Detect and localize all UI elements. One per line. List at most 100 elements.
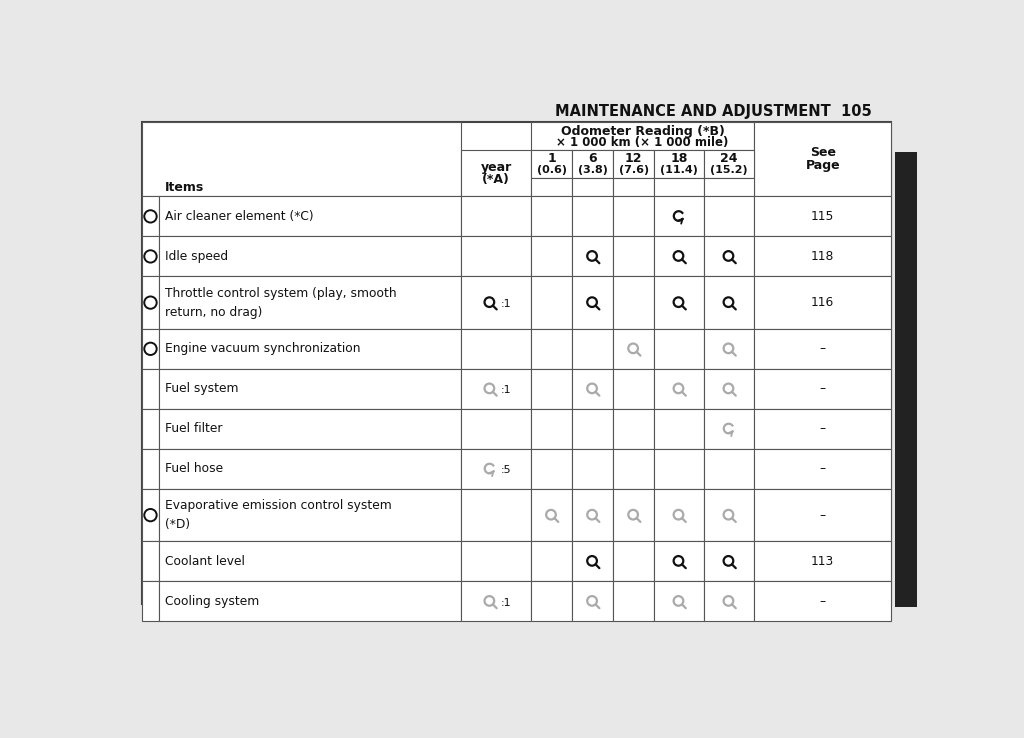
Bar — [654, 369, 703, 409]
Bar — [572, 409, 613, 449]
Bar — [654, 541, 703, 582]
Bar — [572, 582, 613, 621]
Bar — [613, 277, 654, 329]
Text: 116: 116 — [811, 296, 835, 309]
Bar — [531, 196, 572, 236]
Text: Page: Page — [806, 159, 840, 172]
Bar — [531, 409, 572, 449]
Text: Throttle control system (play, smooth: Throttle control system (play, smooth — [165, 286, 397, 300]
Text: Fuel system: Fuel system — [165, 382, 239, 396]
Bar — [895, 153, 916, 607]
Bar — [613, 582, 654, 621]
Bar — [461, 329, 531, 369]
Bar — [142, 582, 159, 621]
Bar — [159, 329, 461, 369]
Text: return, no drag): return, no drag) — [165, 306, 262, 319]
Text: MAINTENANCE AND ADJUSTMENT  105: MAINTENANCE AND ADJUSTMENT 105 — [555, 104, 872, 119]
Bar — [613, 329, 654, 369]
Bar — [572, 369, 613, 409]
Text: Cooling system: Cooling system — [165, 595, 259, 608]
Bar — [654, 329, 703, 369]
Bar — [755, 236, 891, 277]
Text: (*A): (*A) — [482, 173, 510, 186]
Text: (3.8): (3.8) — [578, 165, 607, 175]
Text: :1: :1 — [501, 385, 511, 396]
Bar — [159, 449, 461, 489]
Bar — [703, 196, 755, 236]
Bar — [654, 236, 703, 277]
Bar — [572, 541, 613, 582]
Bar — [142, 409, 159, 449]
Bar — [572, 196, 613, 236]
Text: :1: :1 — [501, 299, 511, 309]
Bar — [531, 541, 572, 582]
Bar — [613, 541, 654, 582]
Bar — [461, 196, 531, 236]
Bar — [613, 178, 654, 196]
Bar — [755, 122, 891, 196]
Bar — [703, 449, 755, 489]
Bar — [142, 489, 159, 541]
Bar — [613, 236, 654, 277]
Bar — [703, 369, 755, 409]
Bar — [755, 369, 891, 409]
Bar — [755, 277, 891, 329]
Bar — [531, 329, 572, 369]
Text: Coolant level: Coolant level — [165, 555, 245, 568]
Bar — [531, 582, 572, 621]
Bar — [654, 489, 703, 541]
Bar — [755, 541, 891, 582]
Text: :1: :1 — [501, 598, 511, 608]
Bar — [703, 409, 755, 449]
Bar — [159, 541, 461, 582]
Bar — [703, 582, 755, 621]
Bar — [531, 489, 572, 541]
Text: 1: 1 — [547, 152, 556, 165]
Bar — [159, 409, 461, 449]
Bar — [755, 329, 891, 369]
Text: See: See — [810, 146, 836, 159]
Bar — [755, 489, 891, 541]
Bar — [703, 277, 755, 329]
Bar — [654, 409, 703, 449]
Text: 18: 18 — [671, 152, 688, 165]
Bar — [142, 541, 159, 582]
Text: year: year — [480, 162, 512, 174]
Text: 113: 113 — [811, 555, 835, 568]
Bar — [654, 150, 703, 178]
Bar — [461, 489, 531, 541]
Bar — [531, 236, 572, 277]
Bar — [654, 196, 703, 236]
Bar — [654, 277, 703, 329]
Text: 12: 12 — [625, 152, 642, 165]
Bar — [142, 122, 891, 604]
Text: (7.6): (7.6) — [618, 165, 649, 175]
Bar — [755, 409, 891, 449]
Bar — [461, 409, 531, 449]
Bar — [703, 150, 755, 178]
Bar — [531, 369, 572, 409]
Text: Engine vacuum synchronization: Engine vacuum synchronization — [165, 342, 360, 355]
Bar — [142, 329, 159, 369]
Bar — [755, 449, 891, 489]
Bar — [755, 196, 891, 236]
Text: –: – — [820, 463, 825, 475]
Bar — [654, 582, 703, 621]
Text: –: – — [820, 508, 825, 522]
Bar — [142, 196, 159, 236]
Text: Air cleaner element (*C): Air cleaner element (*C) — [165, 210, 313, 223]
Bar — [572, 449, 613, 489]
Text: Fuel filter: Fuel filter — [165, 422, 222, 435]
Bar — [613, 489, 654, 541]
Text: :5: :5 — [501, 466, 511, 475]
Bar — [159, 489, 461, 541]
Text: –: – — [820, 595, 825, 608]
Bar — [461, 449, 531, 489]
Bar — [703, 236, 755, 277]
Bar — [572, 277, 613, 329]
Bar — [461, 582, 531, 621]
Bar — [461, 369, 531, 409]
Text: –: – — [820, 342, 825, 355]
Bar — [613, 369, 654, 409]
Bar — [703, 329, 755, 369]
